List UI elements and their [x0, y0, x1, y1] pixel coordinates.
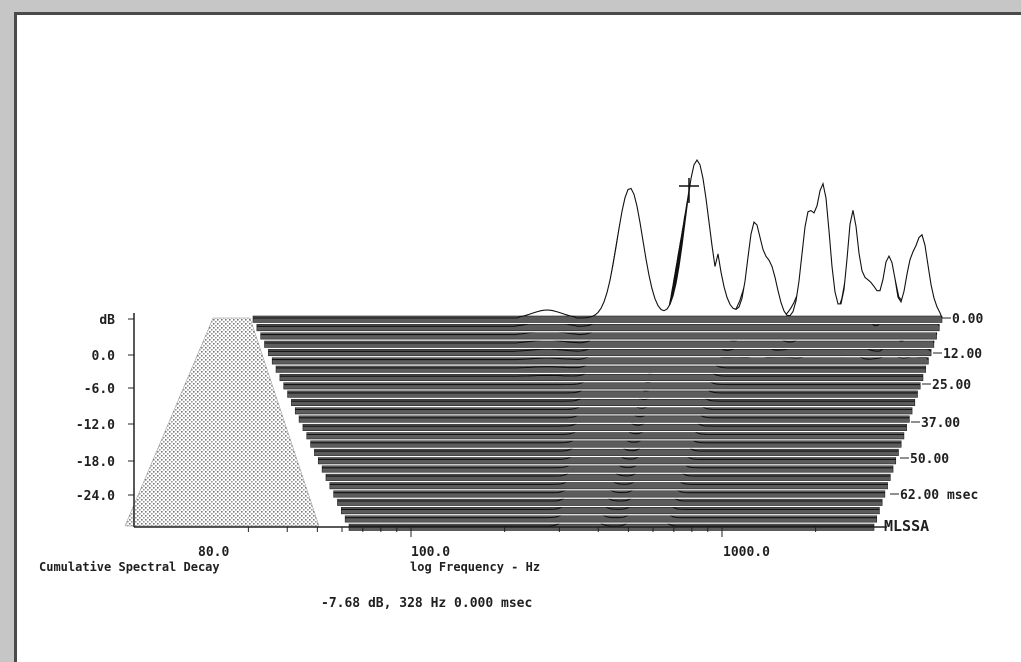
slice-band: [279, 373, 924, 382]
time-tick-label: 62.00 msec: [900, 488, 978, 503]
x-axis-label: log Frequency - Hz: [410, 560, 540, 574]
db-tick-label: -12.0: [76, 418, 115, 433]
frequency-axis: 80.0 100.0 1000.0: [134, 526, 887, 560]
slice-band: [325, 473, 891, 481]
slice-band: [271, 357, 929, 365]
slice-band: [306, 432, 905, 440]
time-tick-label: 37.00: [921, 416, 960, 431]
decay-slice: [337, 406, 883, 502]
frequency-tick-label: 100.0: [411, 545, 450, 560]
decay-slice: [341, 417, 880, 510]
slice-band: [256, 324, 940, 332]
slice-band: [298, 415, 910, 423]
frequency-tick-label: 1000.0: [723, 545, 770, 560]
db-tick-label: -6.0: [84, 382, 115, 397]
slice-band: [344, 515, 878, 523]
db-axis-unit: dB: [99, 313, 115, 328]
slice-band: [329, 482, 888, 490]
decay-slice: [345, 428, 877, 519]
slice-band: [310, 440, 902, 448]
time-axis: 0.00 12.00 25.00 37.00 50.00 62.00 msec: [890, 312, 983, 503]
time-tick-label: 12.00: [943, 347, 982, 362]
time-tick-label: 25.00: [932, 378, 971, 393]
slice-mask: [253, 160, 942, 324]
slice-band: [291, 398, 916, 407]
slice-band: [317, 457, 897, 465]
waterfall-plot: dB 0.0 -6.0 -12.0 -18.0 -24.0 80.0 100.0 100…: [39, 158, 983, 611]
slice-band: [314, 448, 899, 456]
slice-band: [321, 465, 894, 473]
db-axis: dB 0.0 -6.0 -12.0 -18.0 -24.0: [76, 313, 135, 527]
waterfall-side-face: [124, 317, 320, 527]
cursor-readout: -7.68 dB, 328 Hz 0.000 msec: [321, 596, 532, 611]
decay-slice: [349, 439, 874, 527]
brand-label: MLSSA: [884, 517, 929, 535]
slice-band: [260, 332, 937, 340]
cursor-marker: [679, 178, 699, 203]
decay-slices: [252, 158, 943, 532]
slice-band: [302, 423, 907, 431]
slice-band: [287, 390, 918, 398]
slice-band: [264, 340, 935, 348]
frequency-tick-label: 80.0: [198, 545, 229, 560]
db-tick-label: -24.0: [76, 489, 115, 504]
db-tick-label: 0.0: [92, 349, 116, 364]
chart-frame: dB 0.0 -6.0 -12.0 -18.0 -24.0 80.0 100.0 100…: [14, 12, 1021, 662]
slice-band: [294, 407, 913, 415]
slice-band: [275, 365, 926, 373]
slice-band: [333, 490, 886, 498]
slice-band: [268, 348, 932, 357]
slice-band: [283, 382, 921, 390]
chart-title: Cumulative Spectral Decay: [39, 560, 220, 574]
slice-band: [252, 315, 943, 323]
slice-band: [341, 507, 880, 515]
db-tick-label: -18.0: [76, 455, 115, 470]
slice-band: [337, 498, 883, 506]
time-tick-label: 0.00: [952, 312, 983, 327]
decay-slice: [253, 158, 943, 319]
time-tick-label: 50.00: [910, 452, 949, 467]
